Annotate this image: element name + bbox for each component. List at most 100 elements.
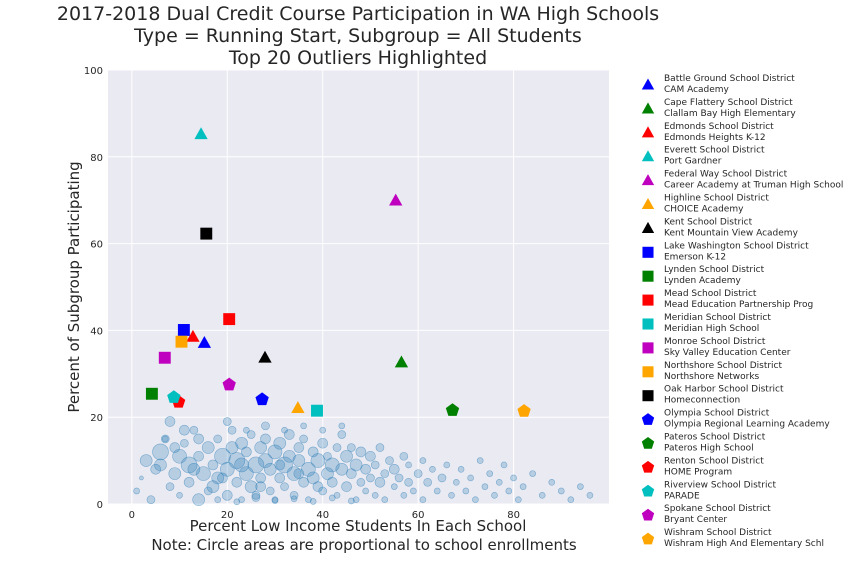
school-bubble (263, 462, 277, 476)
legend-marker-triangle (641, 78, 655, 90)
school-bubble (176, 492, 183, 499)
y-tick-label: 100 (84, 66, 103, 77)
school-bubble (260, 433, 271, 445)
school-bubble (192, 493, 205, 506)
outlier-marker-pentagon (255, 392, 269, 406)
school-bubble (254, 441, 267, 454)
school-bubble (476, 457, 484, 464)
school-bubble (307, 446, 319, 458)
legend-marker-pentagon (641, 508, 655, 521)
outlier-marker-square (223, 313, 236, 326)
legend-school: Clallam Bay High Elementary (664, 109, 796, 119)
school-bubble (340, 449, 353, 463)
school-bubble (486, 470, 494, 477)
outlier-marker-triangle (194, 127, 208, 140)
legend-marker-triangle (641, 126, 655, 138)
legend-district: Battle Ground School District (664, 74, 795, 84)
school-bubble (213, 434, 223, 444)
school-bubble (515, 496, 522, 503)
school-bubble (577, 483, 584, 490)
legend-school: Mead Education Partnership Prog (664, 300, 813, 310)
outlier-marker-triangle (291, 401, 305, 413)
grid-lines (108, 69, 609, 505)
school-bubble (306, 471, 320, 485)
legend-school: HOME Program (664, 467, 732, 477)
school-bubble (283, 449, 296, 463)
school-bubble (347, 443, 356, 452)
school-bubble (510, 474, 517, 482)
school-bubble (251, 493, 261, 502)
y-tick-label: 40 (90, 326, 103, 337)
school-bubble (437, 473, 447, 483)
x-axis-label: Percent Low Income Students In Each Scho… (190, 517, 527, 535)
legend-school: Emerson K-12 (664, 252, 726, 262)
school-bubble (180, 438, 189, 448)
outlier-marker-pentagon (222, 377, 236, 391)
school-bubble (362, 487, 369, 495)
school-bubble (238, 496, 245, 503)
legend-marker-pentagon (641, 484, 655, 497)
school-bubble (189, 425, 199, 435)
legend-district: Northshore School District (664, 361, 783, 371)
legend-school: Meridian High School (664, 324, 759, 334)
school-bubble (312, 481, 324, 492)
legend-marker-square (642, 366, 654, 378)
y-tick-labels: 0 20 40 60 80 100 (84, 66, 103, 511)
school-bubble (265, 486, 275, 496)
school-bubble (457, 465, 465, 473)
school-bubble (152, 443, 169, 461)
legend-district: Kent School District (664, 217, 753, 227)
x-tick-label: 20 (221, 510, 234, 521)
outlier-marker-square (175, 335, 188, 348)
legend-district: Meridian School District (664, 313, 771, 323)
outlier-marker-pentagon (517, 404, 531, 417)
school-bubble (390, 483, 398, 490)
school-bubble (300, 422, 307, 430)
school-bubble (310, 453, 326, 468)
school-bubble (255, 472, 266, 484)
school-bubble (548, 478, 556, 486)
legend-district: Spokane School District (664, 504, 771, 514)
legend-school: Homeconnection (664, 396, 740, 406)
school-bubble (233, 498, 241, 506)
school-bubble (221, 490, 233, 501)
school-bubble (207, 459, 219, 471)
legend-district: Mead School District (664, 289, 757, 299)
school-bubble (261, 421, 270, 431)
legend-school: CAM Academy (664, 85, 730, 95)
school-bubble (419, 496, 427, 503)
chart-title-line-3: Top 20 Outliers Highlighted (228, 47, 487, 69)
school-bubble (365, 450, 376, 462)
school-bubble (227, 425, 237, 435)
y-tick-label: 0 (97, 500, 103, 511)
school-bubble (491, 492, 498, 499)
legend-district: Lynden School District (664, 265, 765, 275)
school-bubble (356, 477, 366, 487)
legend-school: PARADE (664, 491, 700, 501)
school-bubble (413, 469, 423, 478)
school-bubble (222, 417, 232, 426)
school-bubble (538, 492, 546, 499)
outlier-marker-pentagon (445, 403, 460, 416)
school-bubble (429, 465, 436, 473)
legend-marker-pentagon (641, 437, 655, 449)
school-bubble (370, 460, 380, 470)
chart-title-line-2: Type = Running Start, Subgroup = All Stu… (133, 25, 582, 47)
school-bubble (500, 461, 508, 469)
legend-school: Port Gardner (664, 157, 722, 167)
y-tick-label: 20 (90, 413, 103, 424)
school-bubble (193, 433, 204, 445)
school-bubble (317, 437, 329, 449)
school-bubble (187, 462, 201, 476)
outlier-marker-square (177, 324, 190, 336)
school-bubble (169, 442, 181, 453)
school-bubble (234, 457, 249, 473)
outlier-marker-triangle (258, 350, 272, 363)
school-bubble (519, 483, 527, 490)
legend-district: Pateros School District (664, 433, 766, 443)
outlier-marker-triangle (186, 329, 200, 342)
school-bubble (375, 443, 385, 452)
legend-school: Olympia Regional Learning Academy (664, 420, 830, 430)
school-bubble (360, 463, 371, 475)
